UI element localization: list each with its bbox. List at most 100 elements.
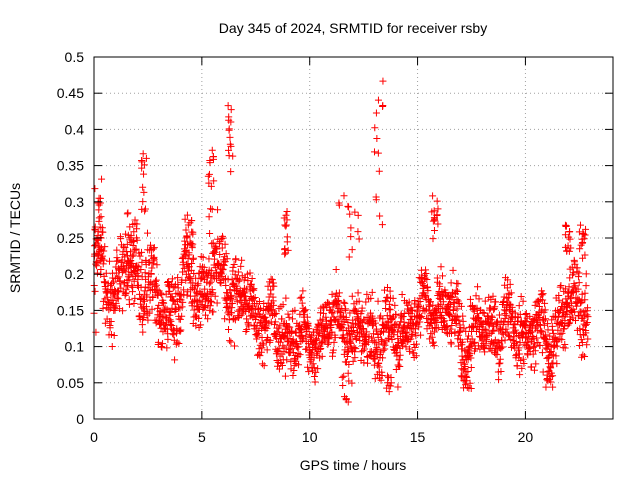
data-point [183,211,191,219]
data-point [309,367,317,375]
data-point [223,289,231,297]
data-point [351,348,359,356]
data-point [249,309,257,317]
data-point [372,109,380,117]
data-point [344,353,352,361]
data-point [574,285,582,293]
y-tick-label: 0.5 [65,49,85,65]
data-point [296,294,304,302]
data-point [260,341,268,349]
data-point [173,338,181,346]
data-point [355,235,363,243]
data-point [174,284,182,292]
data-point [454,280,462,288]
data-point [115,273,123,281]
data-point [205,213,213,221]
data-point [471,338,479,346]
data-point [100,256,108,264]
data-point [294,343,302,351]
data-point [285,313,293,321]
data-point [123,240,131,248]
data-point [465,384,473,392]
data-point [504,276,512,284]
x-tick-label: 15 [410,429,426,445]
data-point [255,298,263,306]
data-point [270,301,278,309]
data-point [221,315,229,323]
data-point [301,306,309,314]
data-point [430,207,438,215]
data-point [347,233,355,241]
data-point [429,235,437,243]
data-point [430,342,438,350]
data-point [354,228,362,236]
data-point [415,303,423,311]
data-point [381,341,389,349]
data-point [149,293,157,301]
data-point [177,326,185,334]
data-point [561,231,569,239]
data-point [168,275,176,283]
data-point [488,312,496,320]
data-point [224,275,232,283]
data-point [364,359,372,367]
data-point [405,336,413,344]
y-tick-label: 0.4 [65,121,85,137]
data-point [374,297,382,305]
x-tick-label: 0 [90,429,98,445]
data-point [114,257,122,265]
data-point [102,269,110,277]
data-point [582,282,590,290]
data-point [179,298,187,306]
data-point [352,345,360,353]
y-tick-label: 0 [76,411,84,427]
data-point [430,226,438,234]
data-point [188,259,196,267]
data-point [139,150,147,158]
data-point [263,324,271,332]
data-point [339,334,347,342]
data-point [583,341,591,349]
data-point [93,269,101,277]
data-point [144,316,152,324]
data-point [494,319,502,327]
data-point [500,297,508,305]
data-point [561,317,569,325]
data-point [549,329,557,337]
data-point [576,221,584,229]
data-point [206,230,214,238]
data-point [188,217,196,225]
data-point [171,356,179,364]
data-point [412,332,420,340]
data-point [340,298,348,306]
data-point [142,303,150,311]
y-tick-label: 0.45 [57,85,84,101]
data-point [582,270,590,278]
data-point [515,344,523,352]
data-point [364,338,372,346]
data-point [358,304,366,312]
data-point [93,251,101,259]
data-point [584,313,592,321]
data-point [133,236,141,244]
data-point [438,311,446,319]
data-point [150,244,158,252]
data-point [416,313,424,321]
data-point [512,326,520,334]
data-point [379,321,387,329]
data-point [134,272,142,280]
data-point [417,331,425,339]
data-point [405,298,413,306]
data-point [227,295,235,303]
data-point [185,251,193,259]
data-point [129,251,137,259]
data-point [131,246,139,254]
data-point [281,221,289,229]
data-point [360,359,368,367]
data-point [544,377,552,385]
data-point [408,330,416,338]
data-point [328,309,336,317]
data-point [480,343,488,351]
data-point [541,306,549,314]
data-point [418,312,426,320]
